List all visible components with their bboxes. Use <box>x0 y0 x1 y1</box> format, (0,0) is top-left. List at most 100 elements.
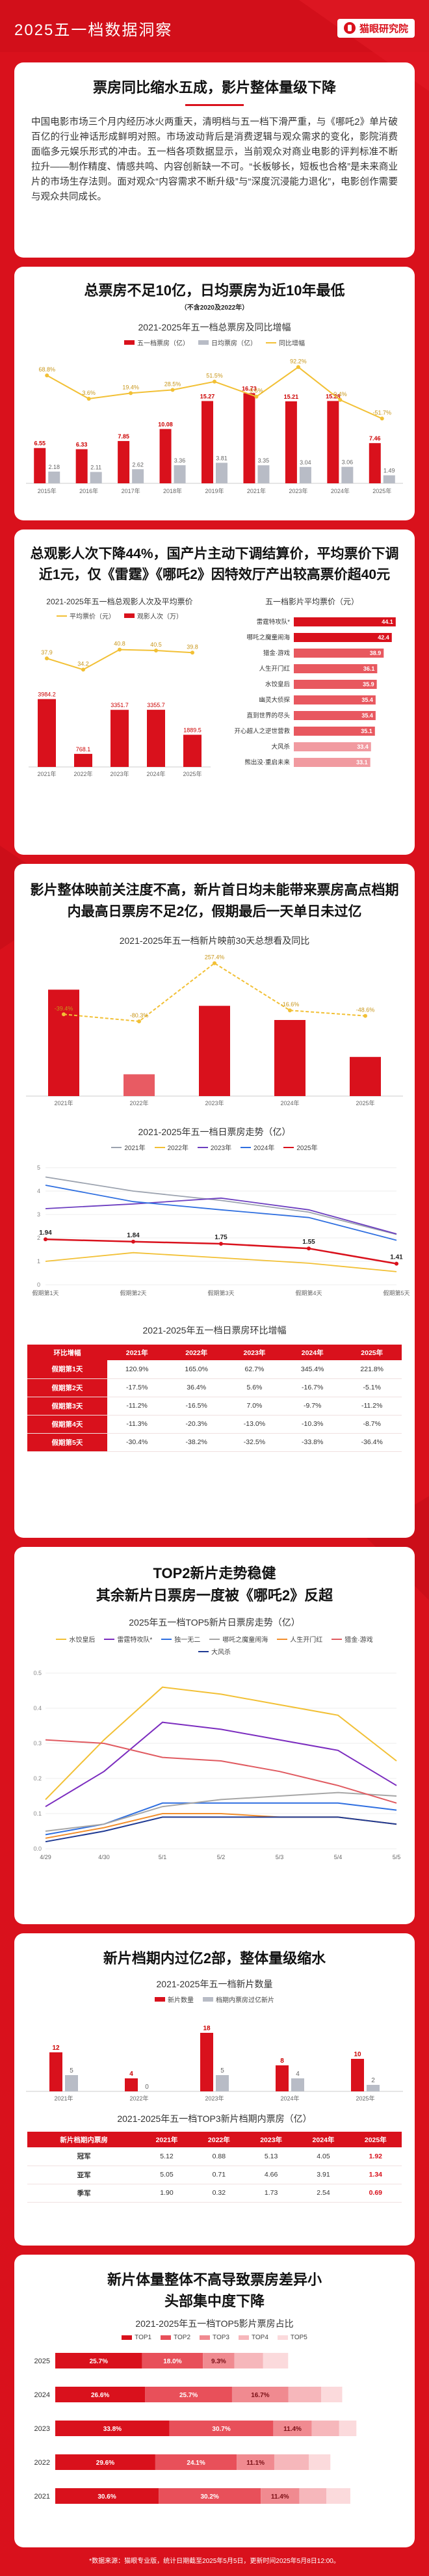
table-cell: 3.91 <box>297 2166 350 2184</box>
table-cell: 0.71 <box>192 2166 245 2184</box>
bar-price <box>294 617 396 626</box>
bar-segment <box>231 2387 289 2402</box>
legend-item: TOP3 <box>200 2334 229 2341</box>
bar-price <box>294 711 376 720</box>
bar-price <box>294 649 384 658</box>
label-total: 6.33 <box>76 442 88 448</box>
label-daily: 3.35 <box>258 457 270 464</box>
sec1-subnote: （不含2020及2022年） <box>180 304 249 312</box>
segment-label: 18.0% <box>163 2358 181 2365</box>
segment-label: 16.7% <box>251 2392 269 2399</box>
series-line <box>45 1816 397 1843</box>
bar-new-films <box>200 2033 213 2091</box>
label-2025: 1.84 <box>127 1232 140 1239</box>
tick-label: 2025年 <box>372 487 391 494</box>
bar-segment <box>142 2353 203 2368</box>
label-total: 7.46 <box>369 435 381 442</box>
bar-admissions <box>74 753 92 767</box>
label-total: 7.85 <box>118 433 129 440</box>
sec2-heading: 总观影人次下降44%，国产片主动下调结算价，平均票价下调近1元，仅《雷霆》《哪吒… <box>30 546 399 582</box>
bar-total <box>285 401 297 483</box>
tick-label: 2023年 <box>289 487 307 494</box>
top5-trend-card: TOP2新片走势稳健 其余新片日票房一度被《哪吒2》反超 2025年五一档TOP… <box>14 1547 415 1924</box>
table-cell: 0.88 <box>192 2147 245 2166</box>
legend-item: 2025年 <box>283 1142 318 1152</box>
y-tick: 0.3 <box>33 1740 42 1747</box>
legend-item: TOP1 <box>122 2334 151 2341</box>
sec3-chart2-title: 2021-2025年五一档日票房走势（亿） <box>138 1127 291 1137</box>
growth-point <box>62 1012 66 1017</box>
sec4-chart-title: 2025年五一档TOP5新片日票房走势（亿） <box>129 1617 300 1628</box>
sec5-heading: 新片档期内过亿2部，整体量级缩水 <box>103 1950 326 1966</box>
price-label: 40.5 <box>150 641 162 648</box>
film-price-chart: 雷霆特攻队* 44.1 哪吒之魔童闹海 42.4 猎金·游戏 38.9 人生开门红 36.1 水… <box>234 617 396 767</box>
segment-label: 11.4% <box>271 2493 289 2501</box>
table-cell: -16.7% <box>282 1378 343 1397</box>
tick-label: 5/5 <box>393 1854 401 1860</box>
price-point <box>45 656 49 661</box>
label-daily: 3.81 <box>216 455 228 461</box>
bar-admissions <box>147 710 165 767</box>
yoy-point <box>129 391 133 396</box>
legend-item: TOP5 <box>277 2334 307 2341</box>
sec6-chart-title: 2021-2025年五一档TOP5影片票房占比 <box>135 2318 294 2329</box>
year-label: 2024 <box>34 2391 50 2399</box>
table-header: 2024年 <box>297 2132 350 2147</box>
boxoffice-chart: 6.55 2.18 2015年 6.33 2.11 2016年 7.85 2.62 2017年 1… <box>26 358 403 494</box>
brand-name: 猫眼研究院 <box>359 23 408 34</box>
label-price: 38.9 <box>370 650 382 656</box>
table-cell: 120.9% <box>107 1360 167 1379</box>
film-name: 水饺皇后 <box>265 680 291 688</box>
bar-total <box>327 401 339 483</box>
bar-over-100m <box>367 2085 380 2091</box>
bar-total <box>75 449 88 483</box>
yoy-label: 51.5% <box>206 373 223 379</box>
table-cell: -10.3% <box>282 1415 343 1434</box>
label-over-100m: 2 <box>371 2077 375 2084</box>
bar-total <box>369 443 381 483</box>
label-price: 36.1 <box>363 665 375 672</box>
segment-label: 30.6% <box>98 2493 116 2501</box>
label-total: 10.08 <box>158 421 173 427</box>
label-price: 35.4 <box>361 697 373 703</box>
growth-label: -39.4% <box>55 1005 73 1012</box>
year-label: 2021 <box>34 2493 50 2501</box>
table-cell: 季军 <box>27 2184 141 2203</box>
label-total: 15.21 <box>284 394 299 400</box>
point-2025 <box>395 1261 398 1266</box>
legend-item: 哪吒之魔童闹海 <box>209 1634 268 1644</box>
sec1-heading: 总票房不足10亿，日均票房为近10年最低 <box>84 282 345 299</box>
price-label: 39.8 <box>187 643 198 650</box>
label-admissions: 3984.2 <box>38 691 56 698</box>
bar-segment <box>309 2454 331 2470</box>
tick-label: 2021年 <box>54 2095 73 2102</box>
yoy-label: 19.4% <box>122 384 139 390</box>
label-new-films: 18 <box>203 2025 211 2032</box>
header-title: 2025五一档数据洞察 <box>14 21 173 39</box>
bar-price <box>294 695 376 704</box>
label-new-films: 12 <box>52 2045 60 2052</box>
bar-segment <box>155 2454 237 2470</box>
table-cell: -11.2% <box>107 1397 167 1415</box>
yoy-point <box>380 416 384 421</box>
table-header: 2022年 <box>192 2132 245 2147</box>
tick-label: 4/30 <box>98 1854 110 1860</box>
table-cell: 假期第4天 <box>27 1415 107 1434</box>
bar-new-films <box>49 2052 62 2091</box>
price-line <box>46 649 193 671</box>
label-total: 6.55 <box>34 440 46 447</box>
label-daily: 3.36 <box>174 457 186 464</box>
boxoffice-card: 总票房不足10亿，日均票房为近10年最低 （不含2020及2022年） 2021… <box>14 267 415 520</box>
sec1-chart-title: 2021-2025年五一档总票房及同比增幅 <box>138 322 291 332</box>
table-header: 2024年 <box>282 1345 343 1360</box>
sec2-right-title: 五一档影片平均票价（元） <box>265 597 359 606</box>
y-tick: 0.0 <box>33 1845 42 1852</box>
sec3-chart1-title: 2021-2025年五一档新片映前30天总想看及同比 <box>119 935 310 946</box>
bar-wanttosee <box>48 989 79 1096</box>
table-cell: -33.8% <box>282 1433 343 1452</box>
label-price: 35.1 <box>361 728 372 734</box>
growth-label: -80.3% <box>130 1012 149 1019</box>
table-cell: 5.05 <box>140 2166 193 2184</box>
tick-label: 2025年 <box>356 1099 374 1107</box>
bar-total <box>243 393 255 483</box>
